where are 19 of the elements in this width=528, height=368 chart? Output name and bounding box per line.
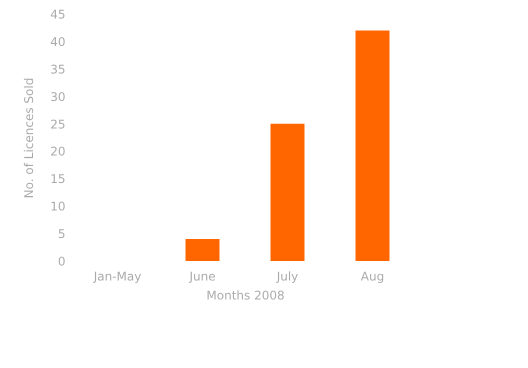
y-tick-label: 10 [50, 200, 66, 214]
y-axis-title: No. of Licences Sold [22, 78, 36, 198]
bar [356, 30, 390, 261]
bar [186, 239, 220, 261]
y-tick-label: 20 [50, 144, 66, 159]
y-tick-label: 5 [58, 227, 66, 242]
y-tick-label: 35 [50, 62, 66, 76]
x-tick-label: July [276, 270, 298, 284]
y-tick-label: 0 [58, 254, 66, 268]
x-tick-label: Aug [360, 270, 384, 284]
x-tick-label: June [188, 270, 216, 284]
x-tick-label: Jan-May [92, 270, 142, 284]
y-tick-label: 15 [50, 172, 66, 186]
bar [270, 124, 304, 261]
y-tick-label: 40 [50, 34, 66, 49]
x-axis-title: Months 2008 [206, 288, 285, 302]
y-tick-label: 25 [50, 117, 66, 132]
y-tick-label: 30 [50, 90, 66, 104]
y-tick-label: 45 [50, 8, 66, 22]
